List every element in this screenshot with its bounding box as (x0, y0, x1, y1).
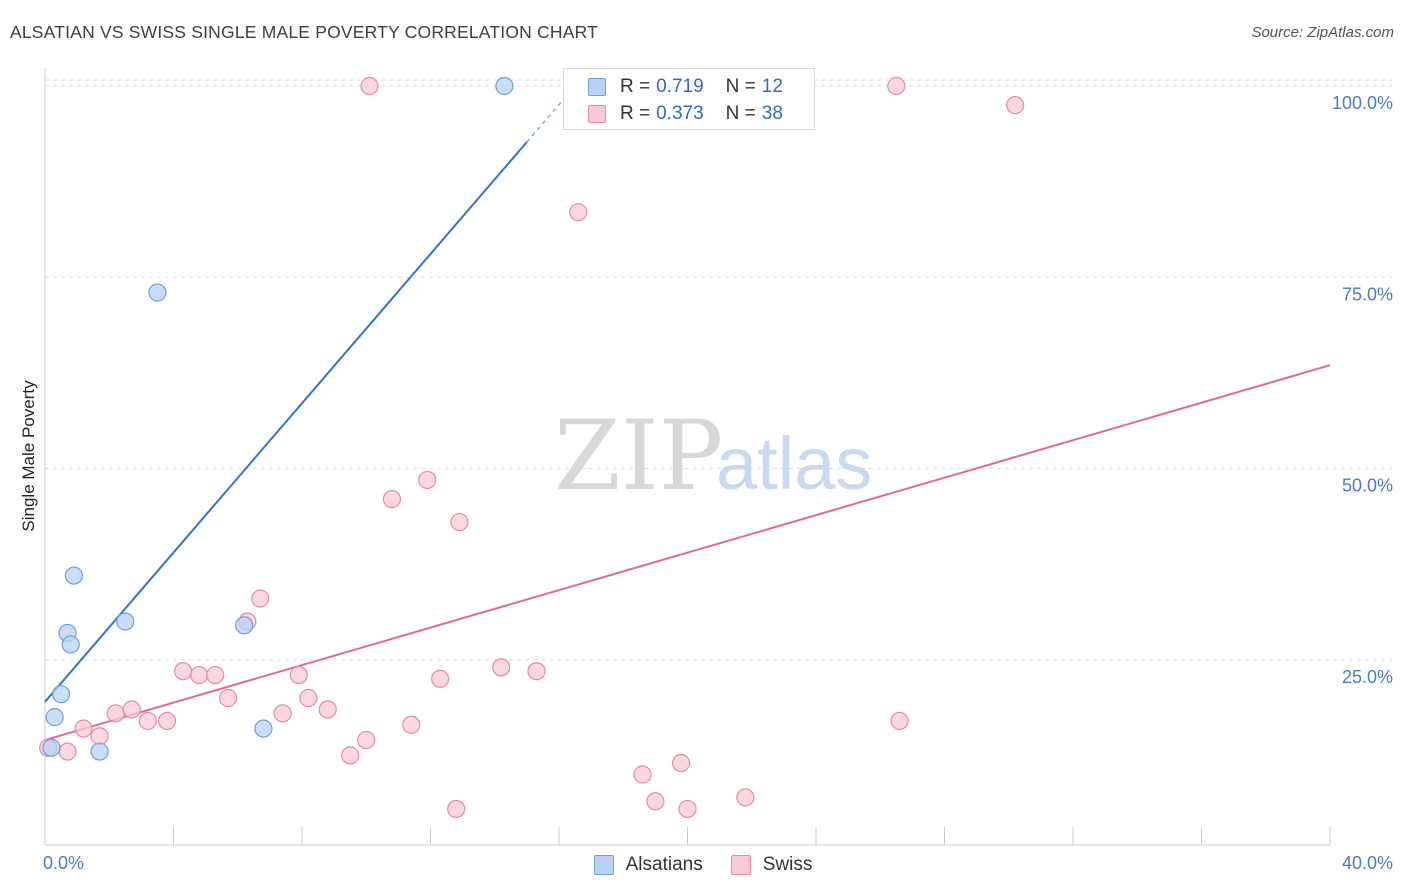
x-tick-label: 40.0% (1342, 853, 1393, 873)
legend-item-swiss[interactable]: Swiss (730, 854, 813, 876)
r-value: 0.373 (656, 103, 704, 124)
y-axis-title: Single Male Poverty (19, 380, 38, 532)
alsatians-swatch (588, 78, 606, 96)
legend-row-alsatians: R = 0.719 N = 12 (588, 74, 783, 100)
legend-item-alsatians[interactable]: Alsatians (593, 854, 703, 876)
n-value: 12 (761, 76, 783, 97)
swiss-point (90, 727, 109, 746)
alsatians-point (116, 612, 135, 631)
swiss-point (418, 470, 437, 490)
alsatians-point (45, 708, 64, 727)
swiss-point (646, 792, 665, 811)
y-tick-label: 50.0% (1342, 476, 1393, 496)
alsatians-point (235, 616, 254, 635)
alsatians-point (90, 742, 109, 761)
swiss-trend-line (44, 364, 1331, 742)
swiss-point (74, 719, 93, 738)
swiss-point (219, 688, 238, 708)
axes (44, 68, 1331, 846)
swiss-legend-swatch (730, 855, 751, 875)
watermark-atlas: atlas (716, 422, 872, 505)
swiss-point (492, 658, 511, 677)
r-label: R = (620, 103, 651, 124)
swiss-point (887, 76, 906, 96)
watermark-zip: ZIP (554, 400, 723, 512)
swiss-point (122, 700, 141, 719)
alsatians-point (64, 566, 84, 585)
alsatians-point (42, 738, 61, 757)
correlation-legend: R = 0.719 N = 12 R = 0.373 N = 38 (563, 68, 815, 130)
n-label: N = (725, 103, 756, 124)
alsatians-trend-line (44, 141, 528, 703)
n-label: N = (725, 76, 756, 97)
n-value: 38 (761, 103, 783, 124)
swiss-point (190, 665, 209, 685)
y-tick-label: 75.0% (1342, 284, 1393, 304)
swiss-swatch (588, 105, 606, 123)
swiss-point (890, 711, 909, 731)
swiss-point (382, 490, 402, 509)
swiss-point (58, 742, 77, 761)
swiss-point (157, 711, 177, 731)
swiss-point (402, 715, 421, 734)
x-tick-label: 0.0% (43, 853, 84, 873)
grid-lines (45, 79, 1392, 661)
swiss-point (360, 76, 379, 96)
y-tick-label: 25.0% (1342, 667, 1393, 687)
data-points (39, 76, 1025, 819)
swiss-point (273, 704, 292, 723)
swiss-point (1006, 96, 1025, 115)
swiss-point (450, 512, 469, 532)
legend-row-swiss: R = 0.373 N = 38 (588, 101, 783, 127)
swiss-point (671, 753, 691, 773)
swiss-point (678, 799, 697, 819)
alsatians-point (254, 719, 273, 738)
alsatians-point (51, 685, 71, 704)
alsatians-point (61, 635, 80, 654)
swiss-point (251, 589, 270, 608)
swiss-point (527, 662, 546, 681)
swiss-point (431, 669, 450, 688)
swiss-point (736, 788, 755, 807)
swiss-point (206, 665, 225, 685)
swiss-point (289, 665, 308, 685)
swiss-point (569, 203, 588, 222)
alsatians-point (495, 76, 514, 96)
legend-label-swiss: Swiss (762, 854, 813, 875)
legend-label-alsatians: Alsatians (625, 854, 703, 875)
r-value: 0.719 (656, 76, 704, 97)
tick-labels: 25.0% 50.0% 75.0% 100.0% 0.0% 40.0% (43, 93, 1393, 873)
swiss-point (318, 700, 337, 719)
alsatians-point (148, 283, 167, 302)
swiss-point (341, 746, 360, 765)
swiss-point (299, 688, 318, 708)
trend-lines (44, 85, 1331, 742)
chart-title: ALSATIAN VS SWISS SINGLE MALE POVERTY CO… (10, 22, 598, 42)
swiss-point (138, 711, 157, 731)
y-tick-label: 100.0% (1332, 93, 1393, 113)
swiss-point (633, 765, 652, 784)
series-legend: Alsatians Swiss (0, 852, 1406, 878)
source-attribution: Source: ZipAtlas.com (1251, 24, 1394, 41)
r-label: R = (620, 76, 651, 97)
alsatians-legend-swatch (593, 855, 614, 875)
swiss-point (174, 662, 193, 681)
swiss-point (447, 799, 466, 819)
swiss-point (106, 704, 125, 723)
swiss-point (357, 730, 376, 750)
